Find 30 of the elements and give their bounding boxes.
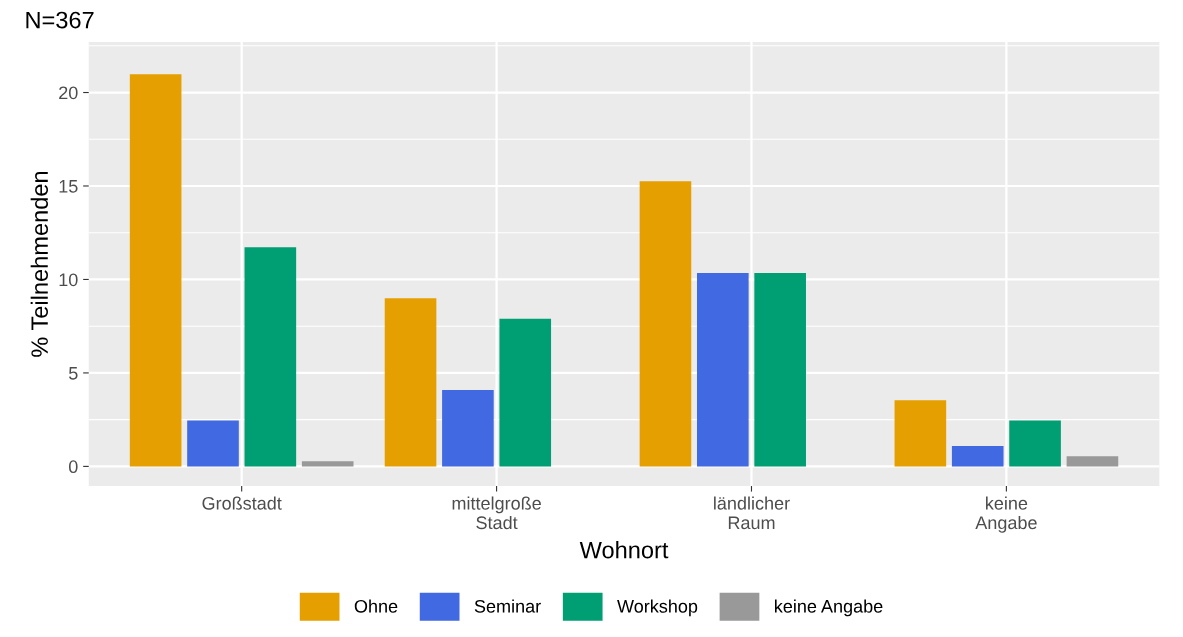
- y-axis-title: % Teilnehmenden: [30, 171, 48, 357]
- bar: [639, 181, 692, 467]
- bar: [1009, 420, 1061, 467]
- bar: [442, 389, 494, 467]
- y-tick-label: 20: [59, 86, 78, 100]
- y-tick-label: 5: [68, 367, 78, 380]
- bar: [384, 298, 437, 467]
- legend-label: Workshop: [617, 599, 698, 617]
- legend-label: keine Angabe: [775, 599, 883, 617]
- y-tick-label: 15: [59, 180, 78, 193]
- bar: [301, 461, 354, 467]
- bar: [894, 400, 947, 467]
- legend-label: Seminar: [474, 599, 541, 613]
- x-tick-label: keine Angabe: [975, 496, 1037, 533]
- bar: [499, 318, 552, 467]
- x-tick-label: mittelgroße Stadt: [452, 496, 541, 530]
- bar: [697, 272, 749, 467]
- x-axis-title: Wohnort: [579, 541, 669, 559]
- bar: [754, 272, 806, 467]
- bar: [951, 446, 1004, 467]
- y-tick-label: 10: [59, 273, 78, 287]
- y-tick-label: 0: [68, 460, 78, 474]
- legend-label: Ohne: [354, 599, 398, 613]
- x-tick-label: Großstadt: [202, 496, 282, 510]
- bar: [1066, 456, 1119, 467]
- bar: [187, 420, 239, 467]
- bar: [129, 74, 182, 467]
- x-tick-label: ländlicher Raum: [714, 496, 790, 530]
- bar: [244, 247, 297, 467]
- chart-title: N=367: [26, 11, 94, 29]
